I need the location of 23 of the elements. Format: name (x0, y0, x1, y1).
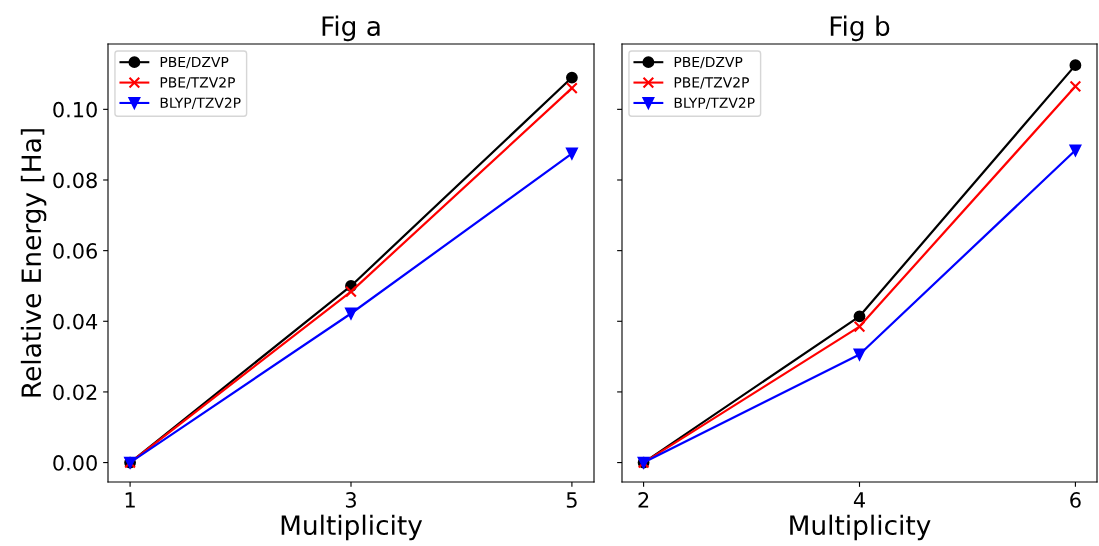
legend-label: PBE/DZVP (160, 56, 229, 69)
y-tick-label: 0.02 (53, 384, 97, 401)
y-tick-label: 0.08 (53, 172, 97, 189)
y-axis-title: Relative Energy [Ha] (20, 129, 47, 397)
y-tick-label: 0.04 (53, 313, 98, 330)
legend-label: BLYP/TZV2P (674, 97, 755, 110)
legend-label: PBE/DZVP (674, 56, 743, 69)
x-tick-label: 2 (638, 492, 649, 508)
x-tick-label: 4 (853, 492, 865, 508)
legend-label: BLYP/TZV2P (160, 97, 241, 110)
x-axis-title: Multiplicity (790, 514, 931, 541)
y-tick-label: 0.10 (53, 101, 97, 118)
legend-label: PBE/TZV2P (160, 77, 235, 89)
x-axis-title: Multiplicity (281, 514, 423, 541)
legend-label: PBE/TZV2P (674, 77, 749, 89)
x-tick-label: 3 (345, 492, 356, 508)
chart-title: Fig b (830, 15, 890, 42)
x-tick-label: 5 (566, 492, 577, 508)
chart-title: Fig a (322, 15, 380, 42)
y-tick-label: 0.06 (53, 243, 97, 259)
x-tick-label: 1 (125, 492, 135, 508)
x-tick-label: 6 (1070, 492, 1081, 508)
y-tick-label: 0.00 (53, 455, 97, 471)
